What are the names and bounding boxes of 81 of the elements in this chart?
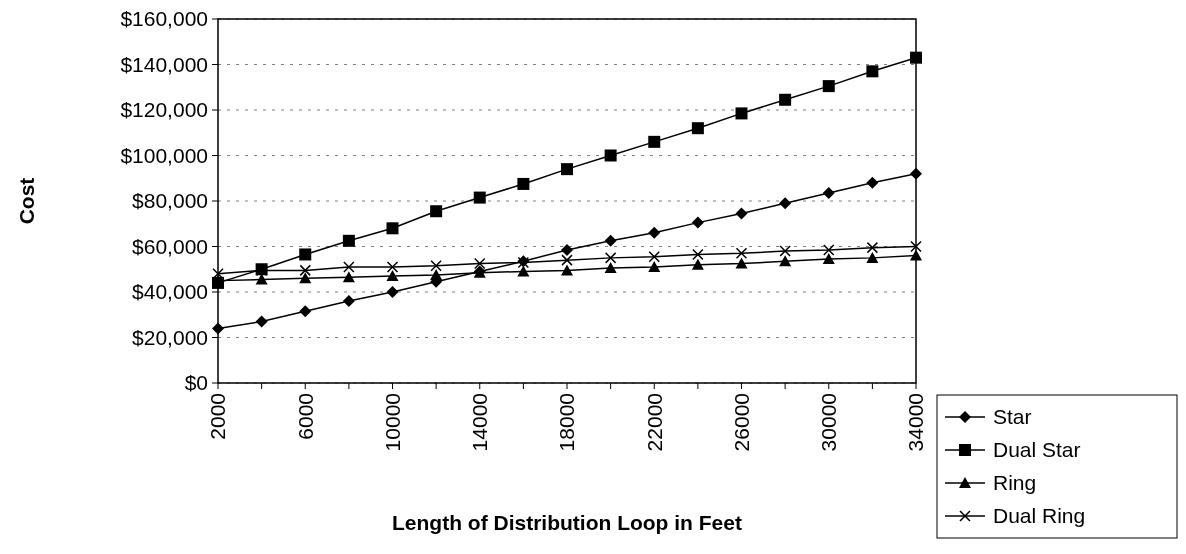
point (386, 222, 399, 235)
point (866, 241, 879, 254)
legend-label: Dual Ring (993, 504, 1086, 528)
legend-label: Star (993, 405, 1032, 429)
y-tick-label: $160,000 (120, 7, 208, 31)
point (212, 322, 224, 335)
legend-label: Ring (993, 471, 1037, 495)
point (648, 135, 661, 148)
y-tick-label: $40,000 (132, 280, 208, 304)
point (779, 197, 792, 210)
point (779, 255, 792, 267)
point (691, 122, 704, 135)
point (822, 80, 835, 93)
point (823, 244, 835, 256)
point (779, 93, 792, 106)
point (735, 107, 748, 120)
point (299, 272, 312, 284)
point (866, 65, 879, 78)
point (735, 257, 748, 269)
x-tick-label: 30000 (817, 393, 841, 452)
y-tick-label: $100,000 (120, 143, 208, 167)
point (691, 258, 704, 270)
point (561, 243, 573, 256)
x-tick-label: 2000 (206, 393, 230, 440)
point (473, 191, 486, 204)
point (866, 251, 879, 263)
point (342, 295, 355, 308)
y-tick-label: $120,000 (120, 98, 208, 122)
x-axis-title: Length of Distribution Loop in Feet (392, 511, 742, 534)
x-tick-label: 14000 (468, 393, 492, 452)
point (517, 265, 530, 277)
point (910, 249, 922, 261)
point (474, 257, 486, 270)
point (735, 207, 748, 220)
y-tick-label: $80,000 (132, 189, 208, 213)
point (866, 176, 879, 189)
point (822, 187, 835, 200)
point (430, 205, 443, 218)
point (648, 226, 661, 239)
x-tick-label: 34000 (904, 393, 928, 452)
point (299, 248, 312, 261)
point (910, 167, 922, 180)
point (910, 51, 922, 64)
point (299, 305, 312, 318)
point (255, 315, 268, 328)
point (604, 252, 617, 264)
y-tick-label: $60,000 (132, 234, 208, 258)
y-axis-title: Cost (15, 177, 38, 225)
point (386, 261, 399, 273)
legend-label: Dual Star (993, 438, 1081, 462)
y-tick-label: $140,000 (120, 52, 208, 76)
point (430, 260, 442, 272)
point (561, 163, 573, 176)
y-tick-label: $20,000 (132, 325, 208, 349)
point (604, 234, 617, 247)
point (692, 248, 704, 261)
point (430, 268, 443, 280)
x-tick-label: 10000 (380, 393, 404, 452)
x-tick-label: 22000 (642, 393, 666, 452)
point (604, 262, 617, 274)
point (561, 254, 573, 266)
x-tick-label: 18000 (555, 393, 579, 452)
point (561, 264, 573, 276)
point (517, 177, 530, 190)
point (343, 261, 355, 273)
point (342, 271, 355, 283)
point (342, 234, 355, 247)
point (386, 286, 399, 298)
point (386, 270, 399, 282)
point (648, 250, 660, 263)
x-tick-label: 6000 (293, 393, 317, 440)
point (779, 245, 791, 257)
point (822, 253, 835, 265)
point (648, 260, 661, 272)
point (735, 247, 748, 260)
point (691, 216, 704, 229)
y-tick-label: $0 (184, 371, 208, 395)
point (910, 240, 922, 253)
point (299, 264, 311, 277)
x-tick-label: 26000 (729, 393, 753, 452)
point (604, 149, 617, 162)
